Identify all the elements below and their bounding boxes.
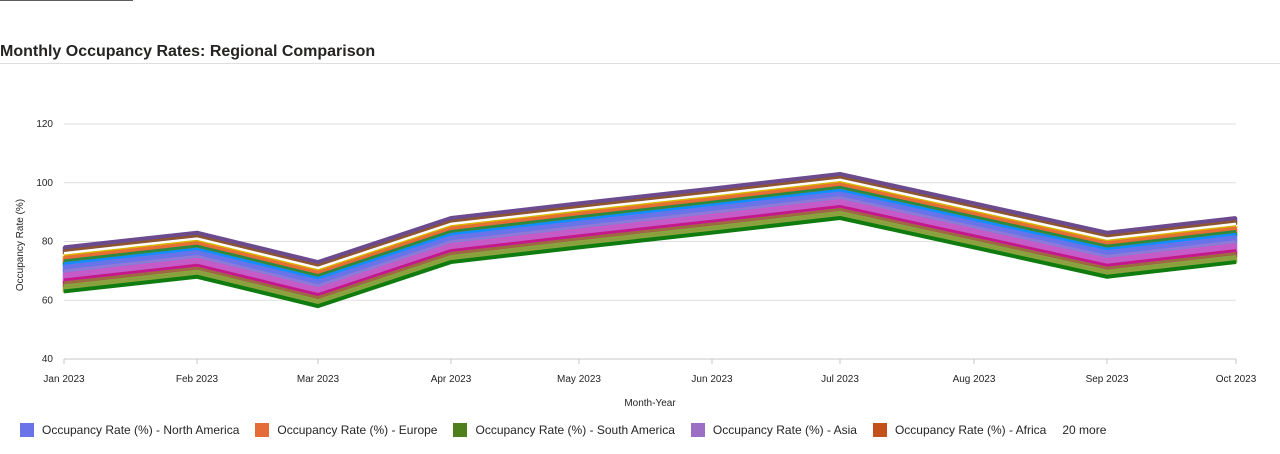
top-tab-underline <box>0 0 133 1</box>
legend-item[interactable]: Occupancy Rate (%) - North America <box>20 423 239 437</box>
title-divider <box>0 63 1280 64</box>
series-line <box>63 185 1237 277</box>
x-tick-label: Jan 2023 <box>43 374 85 385</box>
legend-label: Occupancy Rate (%) - Asia <box>712 423 857 437</box>
x-axis-label: Month-Year <box>624 398 676 409</box>
legend-more-button[interactable]: 20 more <box>1062 423 1107 437</box>
series-line <box>63 175 1237 267</box>
series-line <box>63 216 1237 309</box>
legend-swatch <box>20 423 34 437</box>
x-tick-label: May 2023 <box>557 374 601 385</box>
legend-swatch <box>872 423 887 437</box>
legend-label: Occupancy Rate (%) - North America <box>42 423 240 437</box>
legend-swatch <box>690 423 705 437</box>
legend-label: Occupancy Rate (%) - Europe <box>277 423 438 437</box>
x-tick-label: Apr 2023 <box>431 374 472 385</box>
legend-item[interactable]: Occupancy Rate (%) - Asia <box>690 423 857 437</box>
x-tick-label: Jun 2023 <box>691 374 733 385</box>
y-tick-label: 60 <box>42 295 54 306</box>
x-tick-label: Sep 2023 <box>1086 374 1129 385</box>
legend-item[interactable]: Occupancy Rate (%) - Africa <box>872 423 1047 437</box>
series-line <box>63 210 1237 302</box>
chart-canvas: 40 60 80 100 120 Jan 2023 Feb 2023 Mar 2023 Apr… <box>15 119 1257 409</box>
y-tick-label: 100 <box>36 178 53 189</box>
x-axis-ticks: Jan 2023 Feb 2023 Mar 2023 Apr 2023 May 2023… <box>43 359 1257 385</box>
legend-item[interactable]: Occupancy Rate (%) - Europe <box>255 423 437 437</box>
y-tick-label: 40 <box>42 354 54 365</box>
y-axis-label: Occupancy Rate (%) <box>15 199 26 291</box>
y-tick-label: 120 <box>36 119 53 130</box>
series-line <box>63 178 1237 270</box>
chart-legend: Occupancy Rate (%) - North America Occupa… <box>20 423 1106 437</box>
legend-swatch <box>453 423 468 437</box>
legend-label: Occupancy Rate (%) - Africa <box>894 423 1047 437</box>
series-line <box>63 205 1237 296</box>
series-line <box>63 199 1237 290</box>
series-line <box>63 181 1237 273</box>
series-line <box>63 180 1237 271</box>
legend-item[interactable]: Occupancy Rate (%) - South America <box>453 423 675 437</box>
series-line <box>63 196 1237 287</box>
chart-title: Monthly Occupancy Rates: Regional Compar… <box>0 43 376 60</box>
x-tick-label: Feb 2023 <box>176 374 219 385</box>
stacked-areas <box>62 171 1238 309</box>
series-line <box>63 188 1237 280</box>
x-tick-label: Mar 2023 <box>297 374 340 385</box>
x-tick-label: Oct 2023 <box>1216 374 1257 385</box>
y-axis-ticks: 40 60 80 100 120 <box>36 119 53 365</box>
legend-label: Occupancy Rate (%) - South America <box>475 423 675 437</box>
x-tick-label: Jul 2023 <box>821 374 859 385</box>
series-line <box>63 190 1237 281</box>
x-tick-label: Aug 2023 <box>953 374 996 385</box>
series-line <box>63 207 1237 299</box>
series-line <box>63 171 1237 265</box>
y-tick-label: 80 <box>42 237 54 248</box>
legend-swatch <box>255 423 270 437</box>
